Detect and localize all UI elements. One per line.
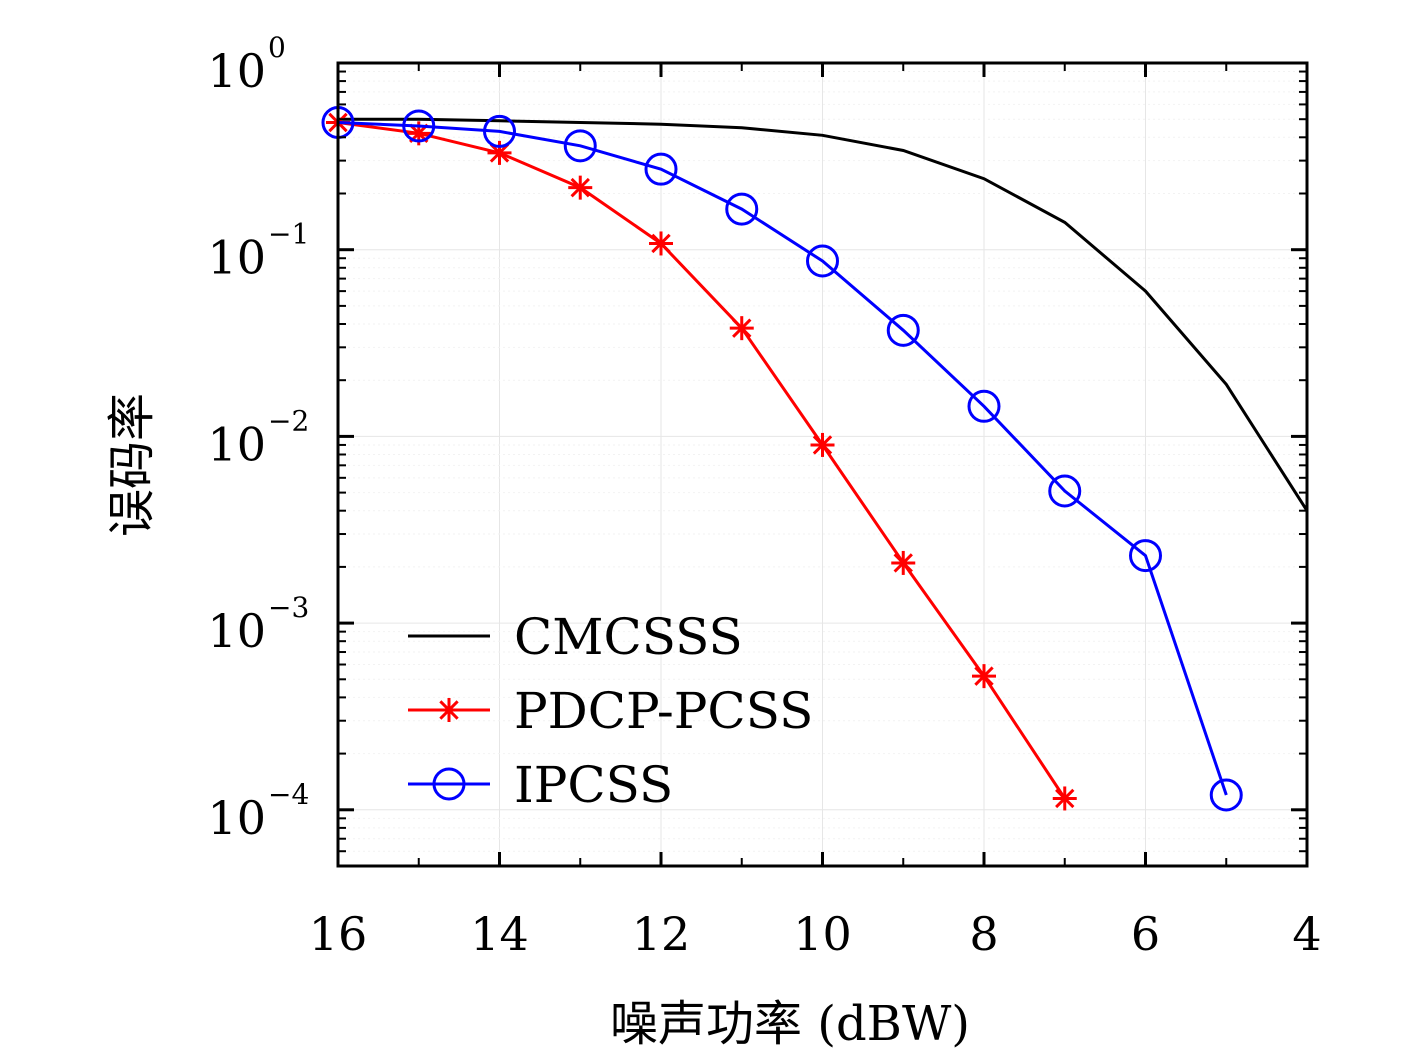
- asterisk-stroke: [732, 318, 752, 338]
- x-tick-label: 6: [1131, 907, 1160, 961]
- legend-marker: [432, 767, 466, 801]
- asterisk-stroke: [489, 143, 510, 163]
- data-point: [806, 244, 839, 278]
- series-layer: [321, 106, 1307, 812]
- x-tick-label: 14: [470, 907, 529, 961]
- data-point: [891, 550, 916, 575]
- y-tick-label: 10: [207, 417, 266, 471]
- plot-frame: [336, 61, 1309, 868]
- data-point: [725, 192, 759, 226]
- data-point: [1048, 474, 1082, 508]
- asterisk-stroke: [893, 553, 913, 573]
- data-point: [972, 664, 996, 689]
- series-line: [338, 117, 1307, 512]
- y-tick-label: 10: [207, 231, 266, 285]
- y-tick-label: 10: [207, 791, 266, 845]
- y-tick-exponent: −3: [268, 591, 309, 624]
- data-point: [402, 109, 436, 143]
- asterisk-stroke: [1055, 788, 1075, 809]
- y-tick-label: 10: [207, 604, 266, 658]
- data-point: [1209, 778, 1243, 812]
- x-tick-label: 16: [309, 907, 368, 961]
- legend-label: PDCP-PCSS: [514, 682, 813, 740]
- legend-label: IPCSS: [514, 756, 673, 814]
- data-point: [649, 231, 673, 256]
- series-cmcsss: [338, 117, 1307, 512]
- data-point: [483, 114, 516, 148]
- data-point: [810, 432, 835, 457]
- series-line: [338, 121, 1228, 796]
- x-tick-label: 8: [969, 907, 998, 961]
- data-point: [1129, 539, 1162, 573]
- x-tick-labels: 16 14 12 10 8 6 4: [309, 907, 1322, 961]
- x-tick-label: 10: [793, 907, 852, 961]
- data-point: [967, 389, 1001, 423]
- y-axis-title: 误码率: [104, 393, 160, 537]
- data-point: [1052, 786, 1077, 811]
- y-tick-exponent: 0: [268, 31, 286, 64]
- legend: CMCSSS PDCP-PCSS IPCSS: [408, 608, 813, 814]
- asterisk-stroke: [651, 233, 671, 254]
- data-point: [886, 313, 920, 347]
- asterisk-stroke: [570, 177, 590, 198]
- y-tick-label: 10: [207, 44, 266, 98]
- y-tick-exponent: −2: [268, 404, 309, 437]
- legend-marker: [437, 698, 461, 722]
- series-line: [338, 121, 1067, 800]
- data-point: [563, 129, 597, 163]
- asterisk-stroke: [439, 700, 459, 720]
- x-tick-label: 4: [1292, 907, 1321, 961]
- data-point: [568, 175, 593, 200]
- asterisk-stroke: [812, 435, 833, 455]
- x-tick-label: 12: [632, 907, 691, 961]
- x-axis-title: 噪声功率 (dBW): [610, 996, 970, 1052]
- data-point: [487, 140, 512, 165]
- y-tick-exponent: −4: [268, 778, 309, 811]
- data-point: [644, 152, 678, 186]
- y-tick-exponent: −1: [268, 218, 309, 251]
- data-point: [729, 316, 754, 341]
- asterisk-stroke: [974, 666, 994, 686]
- grid: [337, 62, 1308, 867]
- legend-label: CMCSSS: [514, 608, 743, 666]
